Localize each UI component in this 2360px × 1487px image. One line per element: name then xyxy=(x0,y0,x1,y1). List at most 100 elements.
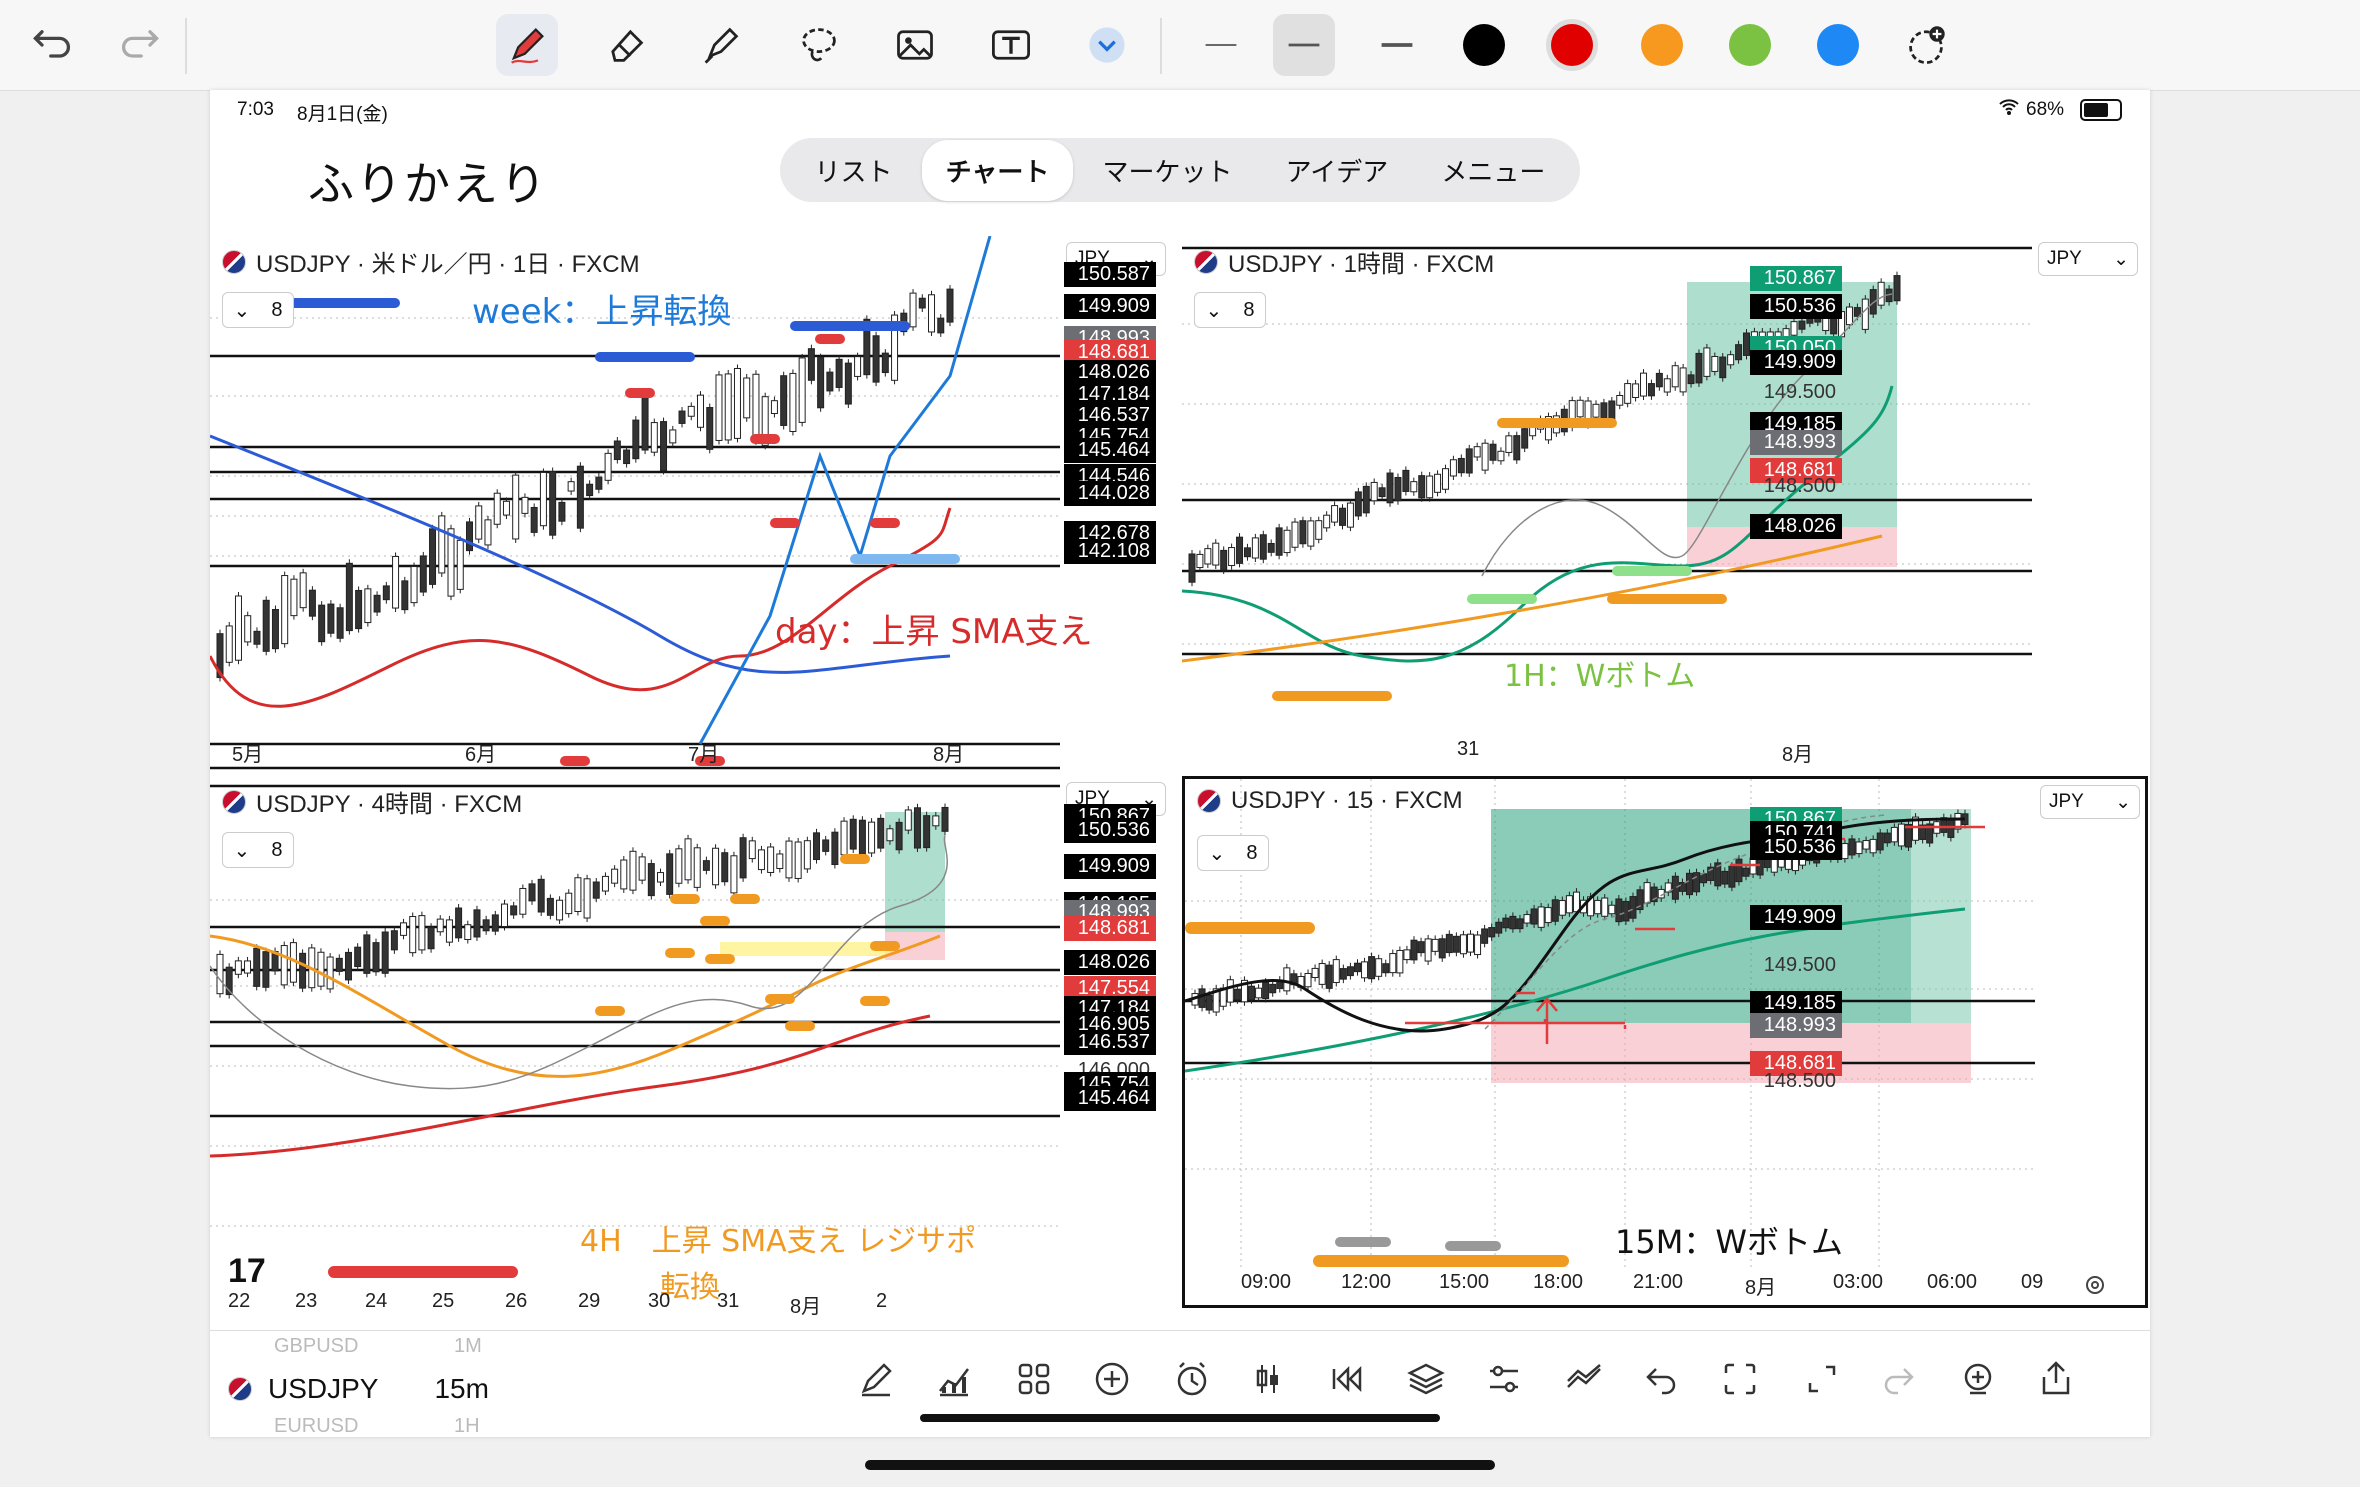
candle xyxy=(401,580,409,611)
candle xyxy=(565,892,573,915)
candle xyxy=(946,288,954,323)
current-interval[interactable]: 15m xyxy=(434,1373,489,1404)
compare-icon[interactable] xyxy=(1564,1359,1608,1403)
h1-currency-select[interactable]: JPY ⌄ xyxy=(2038,242,2138,276)
chart-panel-day[interactable]: USDJPY · 米ドル／円 · 1日 · FXCM JPY ⌄ ⌄ 8 week：… xyxy=(210,236,1178,784)
candle xyxy=(1188,553,1196,583)
medium-stroke-option[interactable] xyxy=(1273,14,1335,76)
layers-icon[interactable] xyxy=(1406,1359,1450,1403)
tab-market[interactable]: マーケット xyxy=(1102,156,1233,187)
add-icon[interactable] xyxy=(1092,1359,1136,1403)
undo-icon[interactable] xyxy=(1642,1359,1686,1403)
candle xyxy=(1629,896,1637,919)
candle xyxy=(493,492,501,525)
chevron-down-icon[interactable] xyxy=(1076,14,1138,76)
candle xyxy=(611,868,619,884)
candle xyxy=(1441,468,1449,490)
next-symbol-row[interactable]: EURUSD 1H xyxy=(274,1415,480,1437)
usdjpy-flag-icon xyxy=(1194,249,1218,274)
candle xyxy=(1481,442,1489,471)
symbol-selector[interactable]: USDJPY 15m xyxy=(228,1373,489,1405)
color-green[interactable] xyxy=(1729,24,1771,66)
candle xyxy=(1402,469,1410,492)
day-price-label: 150.587 xyxy=(1064,262,1156,287)
lasso-icon[interactable] xyxy=(788,14,850,76)
fullscreen-icon[interactable] xyxy=(1802,1359,1846,1403)
redo-icon[interactable] xyxy=(1878,1359,1922,1403)
layout-grid-icon[interactable] xyxy=(1014,1359,1058,1403)
highlighter-icon[interactable] xyxy=(690,14,752,76)
undo-icon[interactable] xyxy=(22,14,84,76)
chart-panel-4h[interactable]: USDJPY · 4時間 · FXCM JPY ⌄ ⌄ 8 17 4H 上昇 SMA… xyxy=(210,776,1178,1330)
h1-indicator-toggle[interactable]: ⌄ 8 xyxy=(1194,292,1266,328)
candle xyxy=(372,942,380,973)
candle xyxy=(1954,812,1962,830)
color-orange[interactable] xyxy=(1641,24,1683,66)
h4-indicator-toggle[interactable]: ⌄ 8 xyxy=(222,832,294,868)
settings-icon[interactable] xyxy=(2083,1273,2107,1302)
m15-chart-title: USDJPY · 15 · FXCM xyxy=(1197,787,1463,815)
redo-icon[interactable] xyxy=(108,14,170,76)
eraser-icon[interactable] xyxy=(595,14,657,76)
chart-panel-15m[interactable]: USDJPY · 15 · FXCM JPY ⌄ ⌄ 8 15M：Wボトム 150.… xyxy=(1182,776,2148,1308)
candle xyxy=(826,371,834,392)
candle xyxy=(1565,895,1573,914)
tab-list[interactable]: リスト xyxy=(814,156,893,187)
m15-xlabel: 06:00 xyxy=(1927,1271,1978,1293)
handwritten-title: ふりかえり xyxy=(308,157,548,211)
candle xyxy=(1418,475,1426,499)
candle xyxy=(262,951,270,988)
screenshot-icon[interactable] xyxy=(1720,1359,1764,1403)
candle xyxy=(1711,356,1719,372)
settings-sliders-icon[interactable] xyxy=(1484,1359,1528,1403)
pen-icon[interactable] xyxy=(496,14,558,76)
candle xyxy=(1204,548,1212,565)
candle xyxy=(1632,383,1640,398)
tradingview-logo: 17 xyxy=(228,1252,266,1290)
candle xyxy=(743,377,751,419)
candle xyxy=(1695,352,1703,384)
tab-ideas[interactable]: アイデア xyxy=(1285,156,1389,187)
image-icon[interactable] xyxy=(884,14,946,76)
tab-menu[interactable]: メニュー xyxy=(1441,156,1546,187)
candle xyxy=(803,840,811,870)
candle xyxy=(344,951,352,981)
candle xyxy=(767,846,775,873)
candle xyxy=(500,903,508,927)
chart-panel-1h[interactable]: USDJPY · 1時間 · FXCM JPY ⌄ ⌄ 8 1H：Wボトム 150.… xyxy=(1182,236,2150,784)
pencil-icon[interactable] xyxy=(856,1359,900,1403)
share-icon[interactable] xyxy=(2036,1359,2080,1403)
tab-chart[interactable]: チャート xyxy=(921,139,1074,201)
thin-stroke-option[interactable] xyxy=(1190,14,1252,76)
add-alert-icon[interactable] xyxy=(1958,1359,2002,1403)
candle xyxy=(1481,928,1489,944)
candle xyxy=(1315,520,1323,540)
h1-price-label: 148.026 xyxy=(1750,514,1842,539)
indicators-icon[interactable] xyxy=(934,1359,978,1403)
color-blue[interactable] xyxy=(1817,24,1859,66)
candle xyxy=(1375,958,1383,977)
prev-symbol-row[interactable]: GBPUSD 1M xyxy=(274,1335,482,1357)
thick-stroke-option[interactable] xyxy=(1366,14,1428,76)
alarm-icon[interactable] xyxy=(1172,1359,1216,1403)
text-icon[interactable] xyxy=(980,14,1042,76)
candle xyxy=(1703,347,1711,377)
candle xyxy=(660,421,668,471)
color-red-selected[interactable] xyxy=(1551,24,1593,66)
h4-price-label: 146.537 xyxy=(1064,1030,1156,1055)
candle xyxy=(1283,967,1291,992)
h4-xlabel: 2 xyxy=(876,1290,888,1312)
candle xyxy=(1861,298,1869,330)
candle xyxy=(491,914,499,932)
replay-icon[interactable] xyxy=(1328,1359,1372,1403)
h4-price-label: 150.536 xyxy=(1064,818,1156,843)
add-color-icon[interactable] xyxy=(1895,14,1957,76)
day-indicator-toggle[interactable]: ⌄ 8 xyxy=(222,292,294,328)
m15-indicator-toggle[interactable]: ⌄ 8 xyxy=(1197,835,1269,871)
candle xyxy=(675,848,683,884)
candle xyxy=(1438,938,1446,959)
candle-type-icon[interactable] xyxy=(1248,1359,1292,1403)
usdjpy-flag-icon xyxy=(222,249,246,274)
color-black[interactable] xyxy=(1463,24,1505,66)
m15-currency-select[interactable]: JPY ⌄ xyxy=(2040,785,2140,819)
